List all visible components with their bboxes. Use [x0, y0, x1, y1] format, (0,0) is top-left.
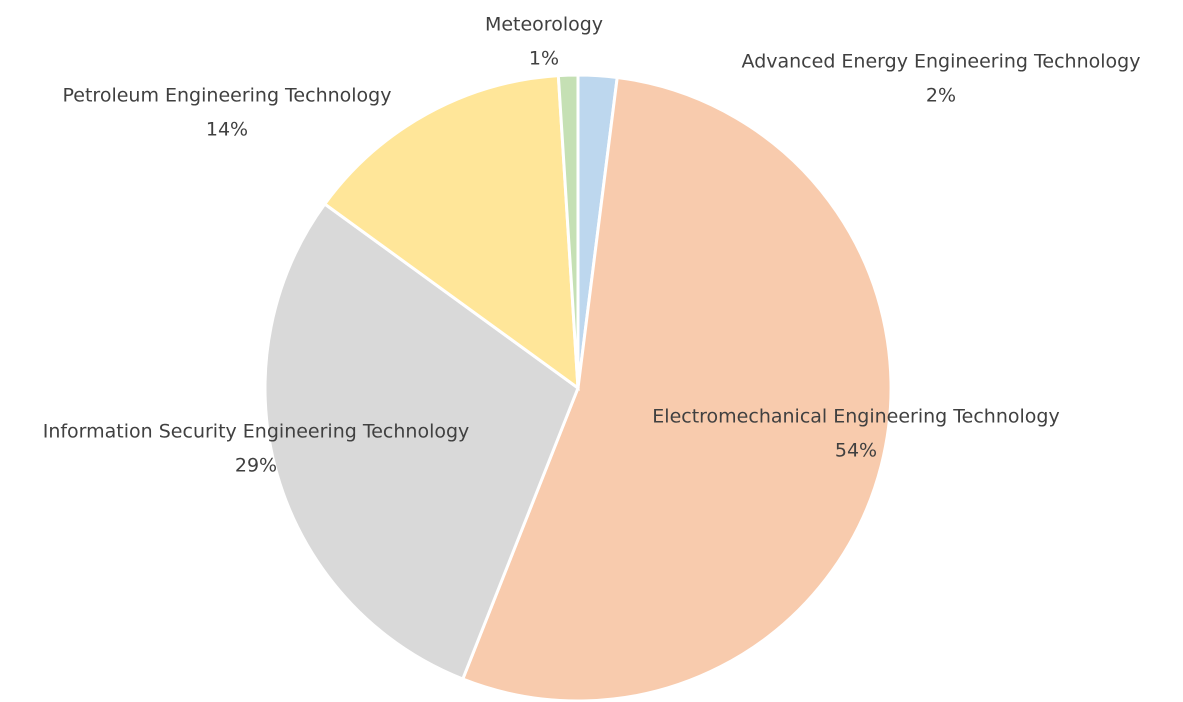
slice-label: Petroleum Engineering Technology — [63, 85, 392, 107]
slice-label: Advanced Energy Engineering Technology — [742, 51, 1141, 73]
pie-slice — [322, 74, 580, 392]
slice-value-label: 14% — [206, 119, 248, 141]
pie-slice — [556, 73, 580, 389]
slice-label: Information Security Engineering Technol… — [43, 421, 470, 443]
slice-value-label: 1% — [529, 48, 559, 70]
slice-value-label: 54% — [835, 440, 877, 462]
slice-label: Electromechanical Engineering Technology — [652, 406, 1059, 428]
pie-slice — [460, 75, 893, 702]
slice-label: Meteorology — [485, 14, 603, 36]
slice-value-label: 2% — [926, 85, 956, 107]
slice-value-label: 29% — [235, 455, 277, 477]
pie-slice — [263, 201, 580, 681]
